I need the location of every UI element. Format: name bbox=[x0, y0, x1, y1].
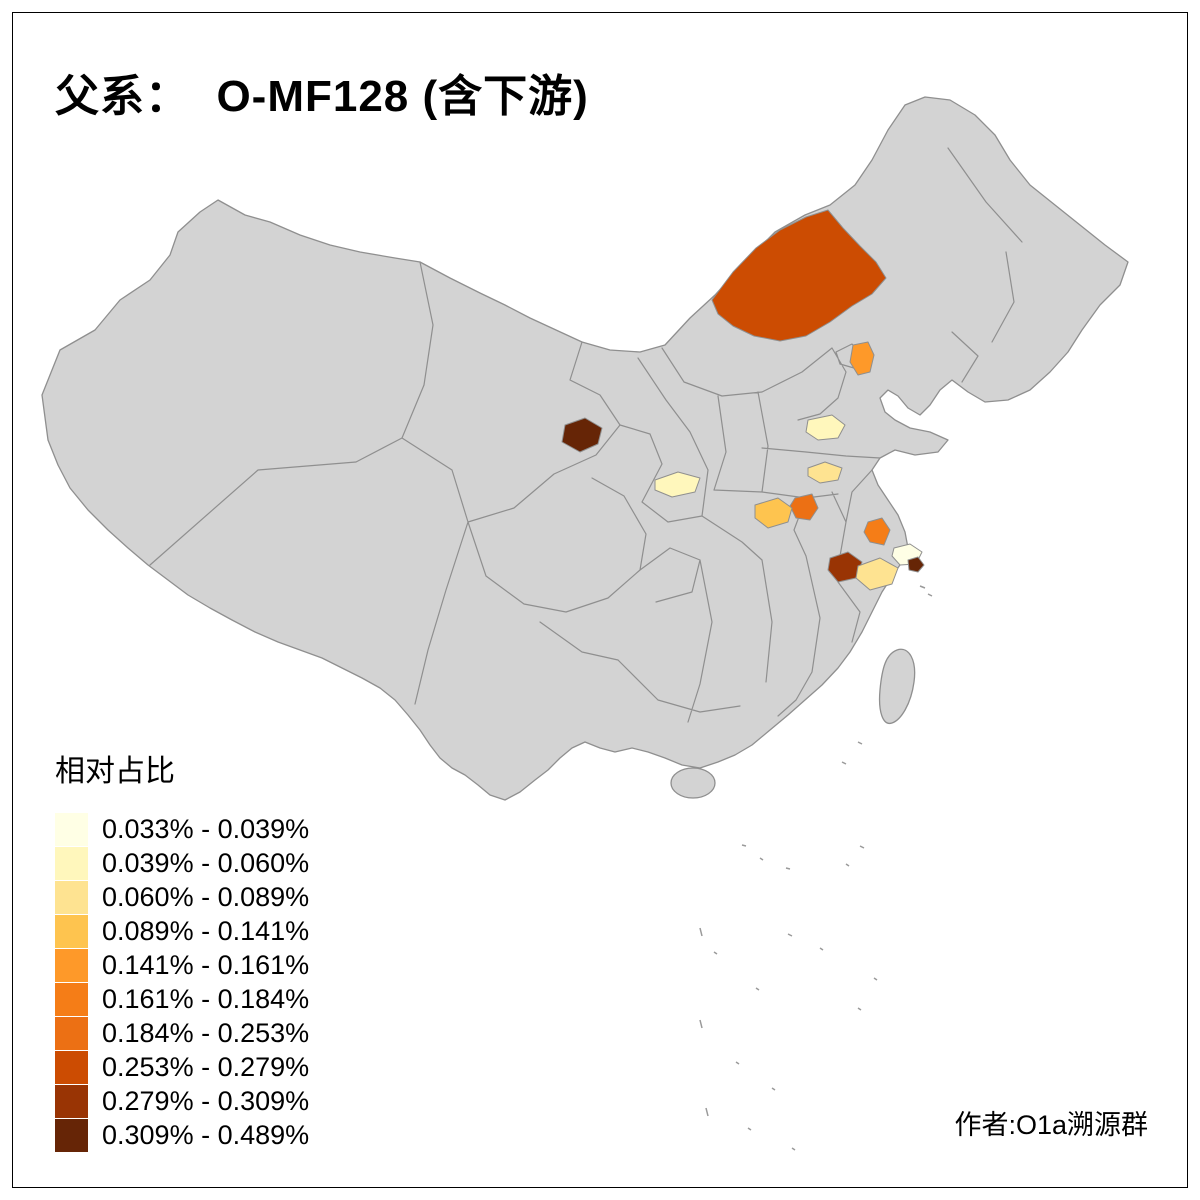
legend-item: 0.089% - 0.141% bbox=[55, 914, 309, 948]
region-inner-mongolia-central bbox=[711, 209, 887, 342]
legend-swatch-color bbox=[55, 982, 88, 1016]
legend-label: 0.253% - 0.279% bbox=[102, 1051, 310, 1082]
legend-label: 0.089% - 0.141% bbox=[102, 915, 310, 946]
legend-title: 相对占比 bbox=[55, 755, 175, 788]
legend-swatch-color bbox=[55, 1118, 88, 1152]
legend-item: 0.279% - 0.309% bbox=[55, 1084, 309, 1118]
region-jiangsu-south bbox=[863, 517, 891, 546]
legend-label: 0.033% - 0.039% bbox=[102, 813, 310, 844]
legend-label: 0.161% - 0.184% bbox=[102, 983, 310, 1014]
legend-swatch bbox=[55, 880, 88, 914]
legend-label: 0.279% - 0.309% bbox=[102, 1085, 310, 1116]
legend-swatch bbox=[55, 812, 88, 846]
region-zhejiang-north bbox=[855, 557, 899, 591]
legend-swatch-color bbox=[55, 1016, 88, 1050]
legend-label: 0.309% - 0.489% bbox=[102, 1119, 310, 1150]
legend-swatch bbox=[55, 846, 88, 880]
legend-swatch bbox=[55, 1084, 88, 1118]
legend-swatch bbox=[55, 982, 88, 1016]
legend-swatch-color bbox=[55, 846, 88, 880]
legend-item: 0.039% - 0.060% bbox=[55, 846, 309, 880]
map-title: 父系： O-MF128 (含下游) bbox=[55, 72, 589, 121]
province-borders bbox=[149, 147, 1023, 723]
legend-swatch bbox=[55, 914, 88, 948]
legend: 相对占比 0.033% - 0.039% 0.039% - 0.060% 0.0… bbox=[55, 746, 309, 1152]
region-shaanxi-central bbox=[654, 471, 701, 498]
legend-label: 0.060% - 0.089% bbox=[102, 881, 310, 912]
legend-item: 0.033% - 0.039% bbox=[55, 812, 309, 846]
legend-swatch bbox=[55, 1016, 88, 1050]
legend-swatch bbox=[55, 1118, 88, 1152]
legend-swatch-color bbox=[55, 812, 88, 846]
legend-item: 0.060% - 0.089% bbox=[55, 880, 309, 914]
legend-item: 0.184% - 0.253% bbox=[55, 1016, 309, 1050]
author-credit: 作者:O1a溯源群 bbox=[954, 1110, 1148, 1140]
legend-swatch-color bbox=[55, 880, 88, 914]
legend-item: 0.161% - 0.184% bbox=[55, 982, 309, 1016]
legend-swatch-color bbox=[55, 1050, 88, 1084]
region-gansu-east bbox=[561, 417, 603, 453]
region-jiangsu-north bbox=[807, 461, 843, 484]
sea-islands bbox=[699, 585, 933, 1151]
legend-swatch-color bbox=[55, 948, 88, 982]
legend-item: 0.141% - 0.161% bbox=[55, 948, 309, 982]
legend-swatch-color bbox=[55, 1084, 88, 1118]
legend-label: 0.141% - 0.161% bbox=[102, 949, 310, 980]
region-shandong-west bbox=[805, 414, 846, 441]
legend-item: 0.309% - 0.489% bbox=[55, 1118, 309, 1152]
legend-label: 0.039% - 0.060% bbox=[102, 847, 310, 878]
taiwan-island bbox=[878, 648, 916, 724]
legend-item: 0.253% - 0.279% bbox=[55, 1050, 309, 1084]
legend-swatch-color bbox=[55, 914, 88, 948]
legend-label: 0.184% - 0.253% bbox=[102, 1017, 310, 1048]
legend-swatch bbox=[55, 948, 88, 982]
legend-swatch bbox=[55, 1050, 88, 1084]
region-tianjin-area bbox=[849, 341, 875, 376]
region-shanghai bbox=[907, 556, 925, 573]
region-henan-south bbox=[754, 497, 793, 529]
hainan-island bbox=[670, 767, 716, 799]
